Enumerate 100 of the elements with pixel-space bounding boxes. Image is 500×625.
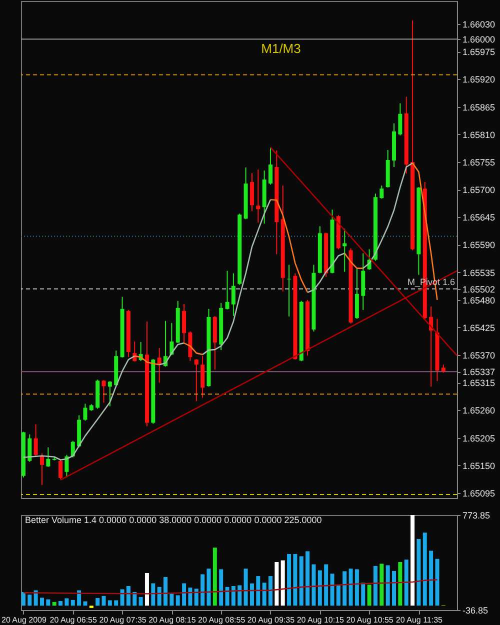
bar xyxy=(219,569,224,606)
bar xyxy=(373,566,378,606)
bar xyxy=(21,592,26,606)
bar xyxy=(318,570,322,606)
bar xyxy=(380,564,384,606)
y-tick-label: 773.85 xyxy=(462,510,490,520)
bar xyxy=(114,600,118,606)
candlestick xyxy=(28,434,32,462)
bar xyxy=(212,548,217,606)
x-tick-label: 20 Aug 08:15 xyxy=(148,616,196,624)
bar xyxy=(410,515,415,606)
y-tick-label: 1.66000 xyxy=(462,34,496,45)
y-tick-label: 1.65315 xyxy=(462,378,496,388)
candlestick xyxy=(268,146,272,186)
chart-title: Better Volume 1.4 0.0000 0.0000 38.0000 0.0000 0.0000 0.0000 225.0000 xyxy=(25,515,322,525)
bar xyxy=(306,551,310,606)
candlestick xyxy=(182,303,186,344)
candlestick xyxy=(58,459,63,480)
bar xyxy=(256,576,260,606)
y-tick-label: 1.65975 xyxy=(462,47,496,58)
bar xyxy=(367,584,372,606)
bar xyxy=(194,588,198,606)
y-tick-label: 1.65700 xyxy=(462,185,496,196)
x-tick-label: 20 Aug 11:35 xyxy=(396,616,444,624)
bar xyxy=(120,589,124,606)
y-tick-label: 1.65205 xyxy=(462,433,496,444)
bar xyxy=(274,562,279,606)
y-tick-label: 1.65260 xyxy=(462,406,496,416)
bar xyxy=(250,583,254,606)
bar xyxy=(324,564,328,606)
y-tick-label: 1.65370 xyxy=(462,350,496,361)
bar xyxy=(188,588,192,606)
bar xyxy=(354,569,359,606)
bar xyxy=(176,595,180,606)
y-tick-label: 1.65865 xyxy=(462,102,496,112)
bar xyxy=(398,562,402,606)
bar xyxy=(170,594,174,606)
bar xyxy=(404,560,408,606)
bar xyxy=(422,532,427,606)
y-tick-label: 1.65810 xyxy=(462,130,496,140)
candlestick xyxy=(102,380,106,404)
bar xyxy=(330,574,334,606)
candlestick xyxy=(34,424,38,456)
bar xyxy=(293,554,298,606)
candlestick xyxy=(380,185,384,200)
candlestick xyxy=(200,356,205,398)
bar xyxy=(28,594,32,606)
bar xyxy=(268,576,272,606)
bar xyxy=(151,583,156,606)
candlestick xyxy=(83,403,88,422)
candlestick xyxy=(46,446,50,468)
bar xyxy=(386,565,390,606)
x-tick-label: 20 Aug 06:55 xyxy=(50,616,98,624)
bar xyxy=(102,596,106,606)
bar xyxy=(435,558,440,606)
bar xyxy=(138,597,143,606)
bar xyxy=(108,600,112,606)
bar xyxy=(206,568,211,606)
bar xyxy=(361,582,366,606)
bar xyxy=(200,574,205,606)
bar xyxy=(262,582,266,606)
bar xyxy=(342,571,347,606)
bar xyxy=(46,599,50,606)
bar xyxy=(416,539,421,606)
x-tick-label: 20 Aug 07:35 xyxy=(99,616,147,624)
x-tick-label: 20 Aug 10:15 xyxy=(296,616,345,624)
y-tick-label: 1.66030 xyxy=(462,20,496,30)
candlestick xyxy=(194,358,198,402)
line-series xyxy=(22,579,438,594)
candlestick xyxy=(287,264,292,317)
bar xyxy=(392,570,396,606)
y-tick-label: 1.65095 xyxy=(462,488,496,498)
bar xyxy=(64,598,69,606)
y-tick-label: 1.65480 xyxy=(462,295,496,306)
bar xyxy=(312,564,316,606)
candlestick xyxy=(108,380,112,407)
x-tick-label: 20 Aug 08:55 xyxy=(198,616,246,624)
y-tick-label: 1.65535 xyxy=(462,268,496,278)
bar xyxy=(244,568,248,606)
bar xyxy=(182,583,186,606)
text: M1/M3 xyxy=(261,41,301,56)
y-tick-label: 1.65502 xyxy=(462,284,496,294)
bar xyxy=(429,550,434,606)
bar xyxy=(52,602,56,606)
bar xyxy=(348,568,353,606)
candlestick xyxy=(398,102,402,136)
bar xyxy=(164,576,168,606)
bar xyxy=(126,586,130,606)
bar xyxy=(225,586,230,606)
bar xyxy=(83,601,88,606)
bar xyxy=(336,585,340,606)
y-tick-label: 1.65590 xyxy=(462,240,496,250)
bar xyxy=(70,600,75,606)
bar xyxy=(238,585,242,606)
x-tick-label: 20 Aug 2009 xyxy=(2,616,47,624)
candlestick xyxy=(250,172,254,212)
candlestick xyxy=(225,270,230,310)
bar xyxy=(40,598,44,606)
y-tick-label: -36.85 xyxy=(462,606,488,616)
bar xyxy=(157,586,162,606)
